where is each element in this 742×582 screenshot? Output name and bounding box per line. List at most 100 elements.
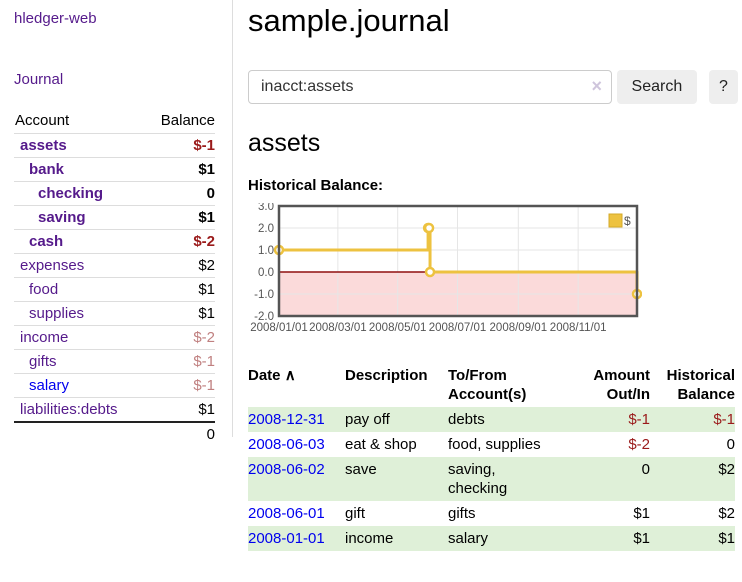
- account-row: food $1: [14, 277, 215, 302]
- transaction-date-link[interactable]: 2008-06-03: [248, 436, 325, 453]
- svg-text:-2.0: -2.0: [254, 311, 274, 323]
- register-row: 2008-01-01 income salary $1 $1: [248, 526, 735, 551]
- account-row: checking 0: [14, 181, 215, 206]
- svg-text:1.0: 1.0: [258, 245, 274, 257]
- account-link-gifts[interactable]: gifts: [29, 353, 57, 370]
- transaction-date-link[interactable]: 2008-06-02: [248, 461, 325, 478]
- account-link-assets[interactable]: assets: [20, 137, 67, 154]
- account-link-food[interactable]: food: [29, 281, 59, 298]
- transaction-amount: $-1: [578, 407, 650, 432]
- account-balance: $-2: [145, 325, 215, 350]
- account-balance: $-1: [145, 373, 215, 398]
- clear-search-icon[interactable]: ×: [591, 76, 602, 96]
- accounts-header-account: Account: [15, 112, 70, 129]
- search-input-wrap: ×: [248, 70, 612, 104]
- svg-text:0.0: 0.0: [258, 267, 274, 279]
- account-row: supplies $1: [14, 301, 215, 326]
- page-title: sample.journal: [248, 3, 450, 38]
- account-balance: $1: [145, 277, 215, 302]
- main-content: sample.journal × Search ? assets Histori…: [248, 0, 738, 551]
- register-header-row: Date ∧ Description To/From Account(s) Am…: [248, 363, 735, 407]
- svg-text:2008/03/01: 2008/03/01: [309, 322, 367, 334]
- transaction-date-link[interactable]: 2008-06-01: [248, 505, 325, 522]
- account-balance: $-2: [145, 229, 215, 254]
- account-row: saving $1: [14, 205, 215, 230]
- register-header-balance: Historical Balance: [666, 367, 735, 403]
- transaction-balance: $2: [718, 505, 735, 522]
- app-title-link[interactable]: hledger-web: [14, 10, 97, 27]
- account-link-liabilities-debts[interactable]: liabilities:debts: [20, 401, 118, 418]
- sidebar-item-journal[interactable]: Journal: [14, 71, 64, 88]
- transaction-balance: $1: [650, 526, 735, 551]
- register-header-date[interactable]: Date ∧: [248, 367, 296, 384]
- account-link-supplies[interactable]: supplies: [29, 305, 85, 322]
- account-balance: $2: [145, 253, 215, 278]
- account-link-expenses[interactable]: expenses: [20, 257, 85, 274]
- register-row: 2008-12-31 pay off debts $-1 $-1: [248, 407, 735, 432]
- transaction-accounts: debts: [448, 407, 578, 432]
- search-input[interactable]: [248, 70, 612, 104]
- register-header-amount: Amount Out/In: [593, 367, 650, 403]
- help-button[interactable]: ?: [708, 70, 738, 104]
- account-balance: $1: [145, 205, 215, 230]
- account-link-saving[interactable]: saving: [38, 209, 86, 226]
- accounts-total-row: 0: [14, 421, 215, 446]
- account-row: salary $-1: [14, 373, 215, 398]
- transaction-balance: $2: [650, 457, 735, 501]
- account-link-checking[interactable]: checking: [38, 185, 104, 202]
- accounts-total-balance: 0: [145, 421, 215, 446]
- register-row: 2008-06-01 gift gifts $1 $2: [248, 501, 735, 526]
- account-balance: $1: [145, 157, 215, 182]
- sort-asc-icon: ∧: [284, 367, 296, 384]
- svg-text:2008/11/01: 2008/11/01: [550, 322, 607, 334]
- account-link-income[interactable]: income: [20, 329, 69, 346]
- transaction-amount: $1: [578, 526, 650, 551]
- transaction-description: pay off: [345, 407, 448, 432]
- chart-title: Historical Balance:: [248, 177, 384, 194]
- register-row: 2008-06-02 save saving, checking 0 $2: [248, 457, 735, 501]
- account-row: bank $1: [14, 157, 215, 182]
- account-heading: assets: [248, 129, 321, 157]
- account-row: gifts $-1: [14, 349, 215, 374]
- search-form: × Search ?: [248, 70, 738, 104]
- account-link-cash[interactable]: cash: [29, 233, 64, 250]
- transaction-description: eat & shop: [345, 436, 417, 453]
- transaction-accounts: saving, checking: [448, 457, 578, 501]
- account-link-bank[interactable]: bank: [29, 161, 65, 178]
- transaction-amount: 0: [578, 457, 650, 501]
- account-balance: 0: [145, 181, 215, 206]
- svg-text:2.0: 2.0: [258, 223, 274, 235]
- account-balance: $1: [145, 301, 215, 326]
- account-row: expenses $2: [14, 253, 215, 278]
- transaction-description: gift: [345, 505, 366, 522]
- register-header-accounts: To/From Account(s): [448, 367, 527, 403]
- historical-balance-chart: $3.0 2.0 1.0 0.0 -1.0 -2.0 2008/01/01 2008/03/0…: [248, 201, 738, 344]
- svg-text:3.0: 3.0: [258, 203, 274, 213]
- transaction-date-link[interactable]: 2008-12-31: [248, 411, 325, 428]
- transaction-accounts: salary: [448, 526, 578, 551]
- transaction-balance: $-1: [650, 407, 735, 432]
- account-row: income $-2: [14, 325, 215, 350]
- search-button[interactable]: Search: [617, 70, 697, 104]
- account-link-salary[interactable]: salary: [29, 377, 70, 394]
- account-row: liabilities:debts $1: [14, 397, 215, 422]
- transaction-amount: $1: [633, 505, 650, 522]
- account-row: assets $-1: [14, 133, 215, 158]
- account-balance: $-1: [145, 133, 215, 158]
- svg-text:-1.0: -1.0: [254, 289, 274, 301]
- sidebar: hledger-web Journal Account Balance asse…: [0, 0, 233, 446]
- accounts-header-balance: Balance: [160, 112, 215, 129]
- account-balance: $-1: [145, 349, 215, 374]
- transaction-accounts: food, supplies: [448, 436, 541, 453]
- svg-text:2008/09/01: 2008/09/01: [490, 322, 548, 334]
- accounts-table: Account Balance assets $-1 bank $1 checking 0…: [14, 109, 215, 446]
- transaction-balance: 0: [726, 436, 735, 453]
- svg-text:2008/01/01: 2008/01/01: [250, 322, 308, 334]
- svg-text:$: $: [624, 214, 631, 228]
- register-table: Date ∧ Description To/From Account(s) Am…: [248, 363, 735, 551]
- transaction-accounts: gifts: [448, 505, 476, 522]
- transaction-date-link[interactable]: 2008-01-01: [248, 530, 325, 547]
- register-row: 2008-06-03 eat & shop food, supplies $-2 0: [248, 432, 735, 457]
- svg-text:2008/07/01: 2008/07/01: [429, 322, 487, 334]
